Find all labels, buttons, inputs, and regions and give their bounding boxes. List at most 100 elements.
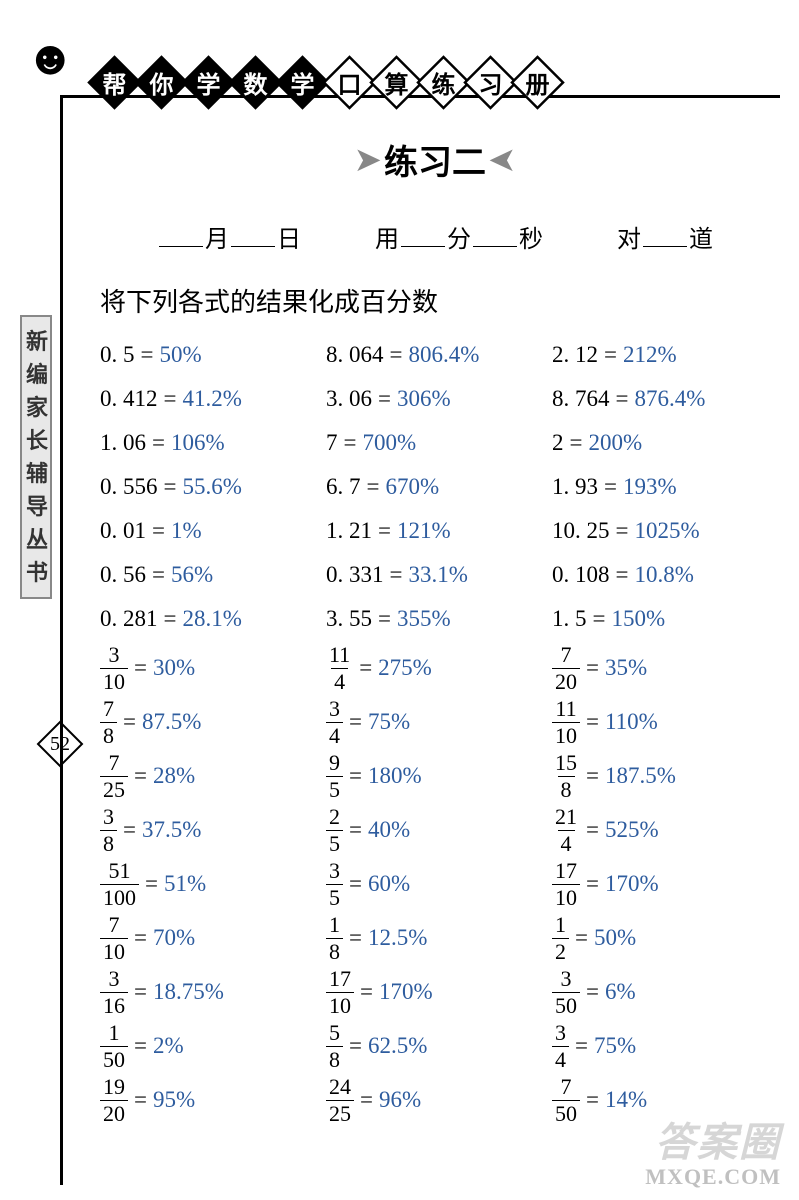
instruction-text: 将下列各式的结果化成百分数	[100, 282, 770, 319]
date-field: 月 日	[157, 219, 301, 254]
equals-sign: =	[134, 1087, 147, 1113]
fraction: 35	[326, 860, 343, 909]
title-row: ➤ 练习二 ➤	[100, 135, 770, 184]
time-field: 用 分 秒	[375, 219, 543, 254]
diamond-char: 册	[526, 65, 550, 100]
problem-row: 0. 412 = 41.2%	[100, 377, 318, 421]
minutes-input[interactable]	[401, 223, 445, 247]
equals-sign: =	[570, 430, 583, 456]
equals-sign: =	[616, 562, 629, 588]
problem-row: 0. 5 = 50%	[100, 333, 318, 377]
watermark-brand: 答案圈	[655, 1110, 781, 1168]
answer: 75%	[368, 709, 410, 735]
content-area: ➤ 练习二 ➤ 月 日 用 分 秒 对 道 将下列各式的结果化成百分数 0. 5…	[100, 135, 770, 1127]
answer: 33.1%	[408, 562, 467, 588]
answer: 876.4%	[634, 386, 705, 412]
fraction: 78	[100, 698, 117, 747]
fraction: 350	[552, 968, 580, 1017]
equals-sign: =	[349, 871, 362, 897]
fraction: 1110	[552, 698, 580, 747]
problem-row: 34 = 75%	[326, 695, 544, 749]
header-diamonds: 帮你学数学口算练习册	[95, 55, 565, 110]
equals-sign: =	[349, 1033, 362, 1059]
fraction: 2425	[326, 1076, 354, 1125]
answer: 87.5%	[142, 709, 201, 735]
equals-sign: =	[134, 979, 147, 1005]
equals-sign: =	[152, 430, 165, 456]
page-number: 52	[50, 733, 70, 756]
fraction: 34	[326, 698, 343, 747]
equals-sign: =	[586, 817, 599, 843]
answer: 2%	[153, 1033, 184, 1059]
problem-row: 7 = 700%	[326, 421, 544, 465]
items-label: 道	[689, 219, 713, 254]
problem-row: 114 = 275%	[326, 641, 544, 695]
answer: 10.8%	[634, 562, 693, 588]
sidebar-series-label: 新编家长辅导丛书	[20, 315, 52, 599]
problem-row: 0. 331 = 33.1%	[326, 553, 544, 597]
problem-row: 1920 = 95%	[100, 1073, 318, 1127]
problem-row: 1110 = 110%	[552, 695, 770, 749]
decimal-lhs: 0. 5	[100, 342, 135, 368]
day-input[interactable]	[231, 223, 275, 247]
diamond-char: 数	[244, 65, 268, 100]
answer: 35%	[605, 655, 647, 681]
answer: 12.5%	[368, 925, 427, 951]
answer: 28%	[153, 763, 195, 789]
seconds-input[interactable]	[473, 223, 517, 247]
answer: 170%	[379, 979, 433, 1005]
border-left	[60, 95, 63, 1185]
equals-sign: =	[134, 763, 147, 789]
problem-column: 8. 064 = 806.4%3. 06 = 306%7 = 700%6. 7 …	[326, 333, 544, 1127]
score-input[interactable]	[643, 223, 687, 247]
fraction: 725	[100, 752, 128, 801]
equals-sign: =	[616, 518, 629, 544]
sidebar-char: 书	[26, 556, 46, 589]
decimal-lhs: 6. 7	[326, 474, 361, 500]
problem-row: 1. 5 = 150%	[552, 597, 770, 641]
equals-sign: =	[349, 817, 362, 843]
equals-sign: =	[604, 474, 617, 500]
fraction: 38	[100, 806, 117, 855]
answer: 180%	[368, 763, 422, 789]
answer: 50%	[594, 925, 636, 951]
answer: 187.5%	[605, 763, 676, 789]
answer: 75%	[594, 1033, 636, 1059]
problem-row: 1710 = 170%	[326, 965, 544, 1019]
problem-row: 150 = 2%	[100, 1019, 318, 1073]
fraction: 750	[552, 1076, 580, 1125]
diamond-char: 学	[291, 65, 315, 100]
problem-row: 0. 281 = 28.1%	[100, 597, 318, 641]
problems-grid: 0. 5 = 50%0. 412 = 41.2%1. 06 = 106%0. 5…	[100, 333, 770, 1127]
fraction: 12	[552, 914, 569, 963]
fraction: 214	[552, 806, 580, 855]
problem-row: 214 = 525%	[552, 803, 770, 857]
equals-sign: =	[378, 518, 391, 544]
answer: 200%	[588, 430, 642, 456]
month-input[interactable]	[159, 223, 203, 247]
sidebar-char: 丛	[26, 523, 46, 556]
problem-row: 725 = 28%	[100, 749, 318, 803]
answer: 1%	[171, 518, 202, 544]
answer: 150%	[611, 606, 665, 632]
problem-row: 720 = 35%	[552, 641, 770, 695]
problem-row: 8. 064 = 806.4%	[326, 333, 544, 377]
equals-sign: =	[360, 979, 373, 1005]
problem-row: 58 = 62.5%	[326, 1019, 544, 1073]
answer: 193%	[623, 474, 677, 500]
fraction: 1710	[552, 860, 580, 909]
problem-row: 1. 21 = 121%	[326, 509, 544, 553]
equals-sign: =	[586, 1087, 599, 1113]
problem-row: 3. 55 = 355%	[326, 597, 544, 641]
problem-row: 8. 764 = 876.4%	[552, 377, 770, 421]
answer: 30%	[153, 655, 195, 681]
fraction: 158	[552, 752, 580, 801]
exercise-title: 练习二	[384, 135, 486, 184]
answer: 110%	[605, 709, 658, 735]
answer: 62.5%	[368, 1033, 427, 1059]
fraction: 25	[326, 806, 343, 855]
equals-sign: =	[134, 925, 147, 951]
decimal-lhs: 1. 5	[552, 606, 587, 632]
problem-row: 10. 25 = 1025%	[552, 509, 770, 553]
answer: 95%	[153, 1087, 195, 1113]
